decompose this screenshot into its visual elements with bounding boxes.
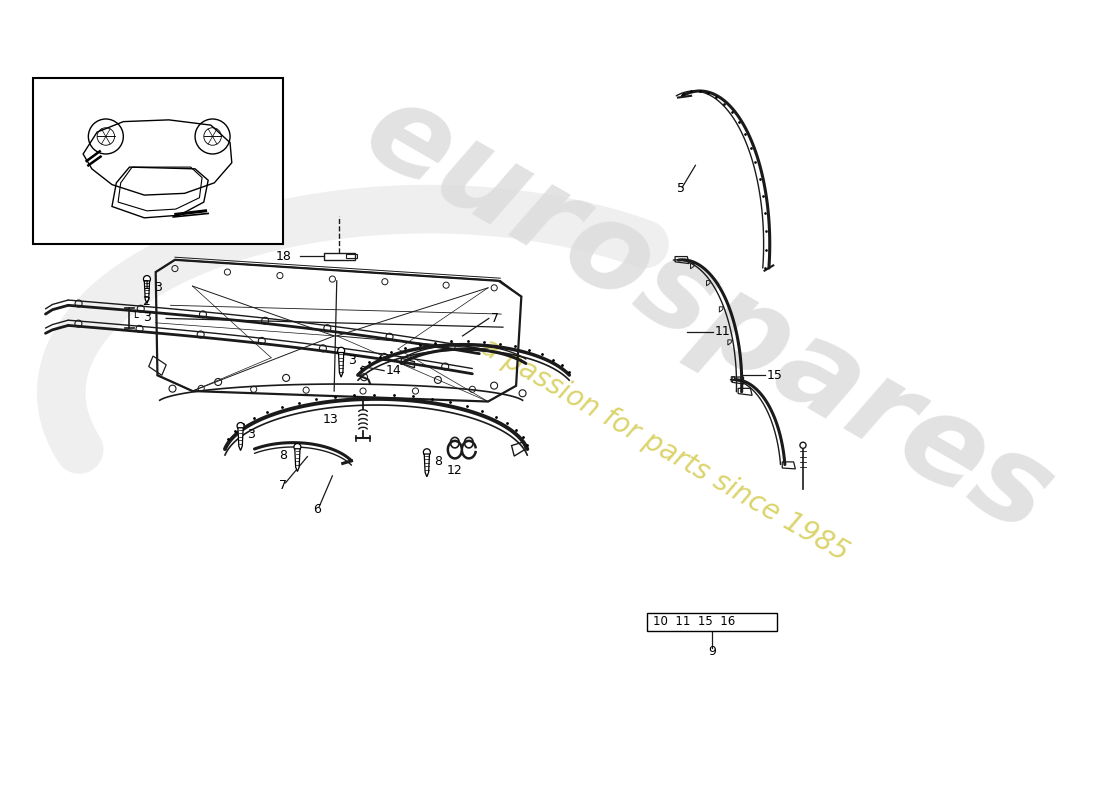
Circle shape xyxy=(424,449,430,456)
Text: 1: 1 xyxy=(143,279,151,292)
Text: └: └ xyxy=(131,313,138,322)
Text: 3: 3 xyxy=(154,282,162,294)
Polygon shape xyxy=(144,281,150,303)
Text: 13: 13 xyxy=(322,413,339,426)
Bar xyxy=(647,614,777,630)
Text: 18: 18 xyxy=(275,250,292,263)
Text: 5: 5 xyxy=(676,182,684,194)
Circle shape xyxy=(143,275,151,282)
Polygon shape xyxy=(295,449,300,471)
Text: 6: 6 xyxy=(312,502,320,516)
Text: 9: 9 xyxy=(708,645,716,658)
Text: a passion for parts since 1985: a passion for parts since 1985 xyxy=(476,333,854,566)
Text: 3: 3 xyxy=(143,311,151,324)
Circle shape xyxy=(800,442,806,448)
Polygon shape xyxy=(339,353,344,377)
Text: 3: 3 xyxy=(248,428,255,442)
Circle shape xyxy=(338,347,344,354)
Circle shape xyxy=(294,443,301,450)
Text: 7: 7 xyxy=(491,312,498,325)
Text: 3: 3 xyxy=(348,354,356,367)
Text: 12: 12 xyxy=(447,464,463,477)
Text: eurospares: eurospares xyxy=(344,70,1072,558)
Text: 11: 11 xyxy=(715,325,730,338)
Text: 2: 2 xyxy=(143,295,151,308)
Text: 10  11  15  16: 10 11 15 16 xyxy=(652,615,735,629)
Bar xyxy=(323,253,355,260)
Bar xyxy=(33,78,283,244)
Text: 8: 8 xyxy=(433,454,442,467)
Text: 7: 7 xyxy=(279,479,287,492)
Polygon shape xyxy=(425,454,429,477)
Text: 8: 8 xyxy=(279,450,287,462)
Text: 14: 14 xyxy=(386,364,402,377)
Polygon shape xyxy=(238,428,243,450)
Bar xyxy=(346,254,356,258)
Circle shape xyxy=(236,422,244,430)
Text: 15: 15 xyxy=(767,369,783,382)
